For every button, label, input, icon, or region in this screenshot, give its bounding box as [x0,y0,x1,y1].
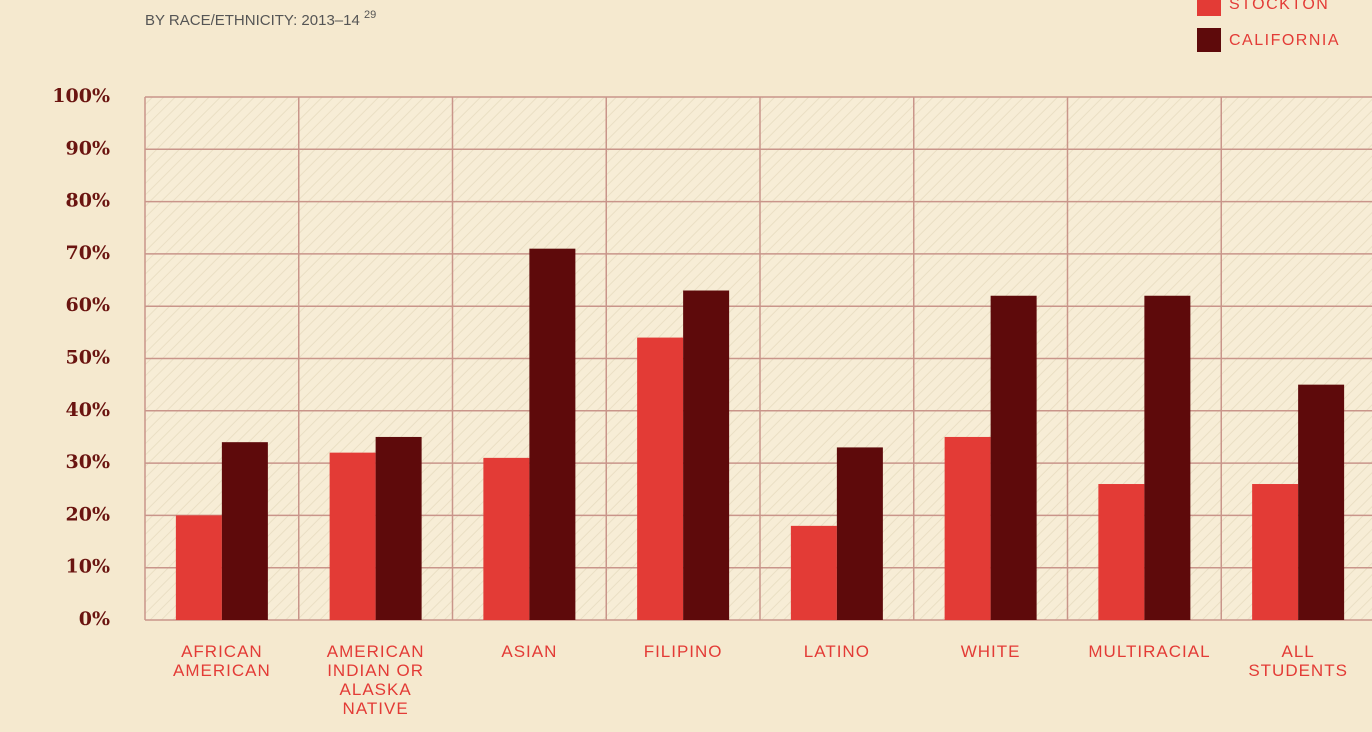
bar [1098,484,1145,620]
y-tick-label: 40% [66,399,111,421]
bar [790,525,837,620]
x-tick-label: WHITE [960,642,1021,661]
y-tick-label: 50% [66,347,111,369]
bar [529,248,576,621]
y-tick-label: 20% [66,503,111,525]
bar [1252,484,1299,620]
x-tick-label: FILIPINO [643,642,723,661]
y-tick-label: 90% [66,137,111,159]
bar [683,290,730,620]
bar [944,436,991,620]
y-tick-label: 60% [66,294,111,316]
bar [1144,295,1191,620]
bar [483,457,530,620]
y-tick-label: 100% [52,85,110,107]
y-tick-label: 30% [66,451,111,473]
bar [375,436,422,620]
y-tick-label: 70% [66,242,111,264]
x-tick-label: ALL STUDENTS [1248,642,1348,680]
x-tick-label: LATINO [803,642,870,661]
x-tick-label: MULTIRACIAL [1088,642,1211,661]
legend-label: CALIFORNIA [1229,32,1340,49]
legend-swatch [1197,28,1221,52]
bar [221,442,268,620]
bar [637,337,684,620]
y-tick-label: 10% [66,556,111,578]
bar [990,295,1037,620]
x-tick-label: ASIAN [501,642,558,661]
bar [836,447,883,620]
y-tick-label: 0% [79,608,110,630]
bar [175,515,222,620]
bar [1298,384,1345,620]
legend-swatch [1197,0,1221,16]
x-tick-label: AMERICAN INDIAN OR ALASKA NATIVE [326,642,425,718]
legend-label: STOCKTON [1229,0,1329,13]
x-tick-label: AFRICAN AMERICAN [173,642,271,680]
subtitle: BY RACE/ETHNICITY: 2013–14 29 [145,9,376,29]
y-tick-label: 80% [66,190,111,212]
bar [329,452,376,620]
